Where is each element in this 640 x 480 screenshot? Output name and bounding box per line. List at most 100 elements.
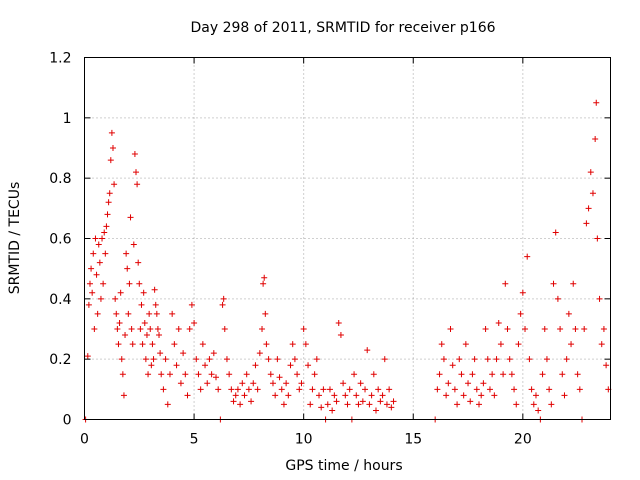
x-tick-label: 0 [80, 432, 89, 448]
data-point [559, 371, 566, 378]
data-point [136, 280, 143, 287]
data-point [337, 332, 344, 339]
data-point [366, 401, 373, 408]
data-point [298, 380, 305, 387]
data-point [146, 310, 153, 317]
data-point [530, 401, 537, 408]
data-point [381, 356, 388, 363]
data-point [108, 129, 115, 136]
data-point [111, 181, 118, 188]
data-point [152, 301, 159, 308]
data-point [175, 326, 182, 332]
data-point [140, 289, 147, 296]
data-point [154, 326, 161, 332]
data-point [115, 341, 122, 348]
data-point [92, 235, 99, 242]
data-point [305, 362, 312, 369]
data-point [109, 145, 116, 151]
data-point [493, 356, 500, 363]
data-point [465, 380, 472, 387]
data-point [228, 386, 235, 393]
data-point [262, 310, 269, 317]
data-point [254, 386, 261, 393]
data-point [469, 371, 476, 378]
data-point [91, 326, 98, 332]
data-point [116, 319, 123, 326]
data-point [495, 319, 502, 326]
data-point [94, 310, 101, 317]
data-point [296, 386, 303, 393]
data-point [335, 319, 342, 326]
data-point [489, 371, 496, 378]
data-point [476, 401, 482, 408]
data-point [291, 356, 298, 363]
data-point [598, 341, 605, 348]
data-point [460, 392, 467, 399]
data-point [370, 371, 377, 378]
axis-ticks [84, 57, 611, 420]
data-point [182, 371, 189, 378]
y-tick-label: 1.2 [49, 51, 71, 67]
data-point [522, 326, 529, 332]
data-point [375, 386, 382, 393]
data-point [106, 190, 113, 197]
data-point [215, 386, 222, 393]
data-point [96, 259, 103, 266]
data-point [515, 341, 522, 348]
data-point [480, 380, 487, 387]
data-point [206, 356, 213, 363]
data-point [237, 401, 244, 408]
grid [84, 57, 611, 420]
data-point [359, 398, 366, 405]
data-point [128, 326, 135, 332]
data-point [145, 371, 152, 378]
data-point [104, 211, 111, 218]
data-point [478, 392, 485, 399]
data-point [261, 274, 268, 281]
data-point [497, 341, 504, 348]
data-point [202, 362, 209, 369]
data-point [250, 380, 257, 387]
data-point [162, 356, 169, 363]
data-point [456, 356, 463, 363]
data-point [535, 407, 542, 414]
data-point [585, 205, 592, 212]
data-point [449, 362, 456, 369]
data-point [565, 310, 572, 317]
data-point [133, 169, 140, 176]
data-point [151, 286, 158, 293]
data-point [259, 326, 266, 332]
data-point [134, 181, 141, 188]
data-point [519, 289, 526, 296]
data-point [103, 223, 110, 230]
data-point [383, 401, 390, 408]
data-point [272, 392, 279, 399]
data-point [283, 380, 290, 387]
data-point [118, 356, 125, 363]
data-point [524, 253, 531, 260]
data-point [326, 386, 333, 393]
data-point [119, 371, 126, 378]
data-point [230, 398, 237, 405]
chart-title: Day 298 of 2011, SRMTID for receiver p16… [190, 20, 495, 36]
data-point [502, 280, 509, 287]
y-tick-label: 0.6 [49, 232, 71, 248]
data-point [84, 353, 91, 360]
data-point [226, 371, 233, 378]
data-point [220, 295, 227, 302]
data-point [150, 356, 157, 363]
data-point [513, 401, 520, 408]
data-point [357, 380, 364, 387]
data-point [195, 371, 202, 378]
data-point [550, 280, 557, 287]
data-point [107, 157, 114, 164]
data-point [554, 295, 561, 302]
data-points [82, 99, 612, 423]
data-point [482, 326, 489, 332]
data-point [97, 295, 104, 302]
data-point [294, 371, 301, 378]
data-point [603, 362, 610, 369]
data-point [307, 401, 314, 408]
data-point [379, 392, 386, 399]
data-point [526, 356, 533, 363]
